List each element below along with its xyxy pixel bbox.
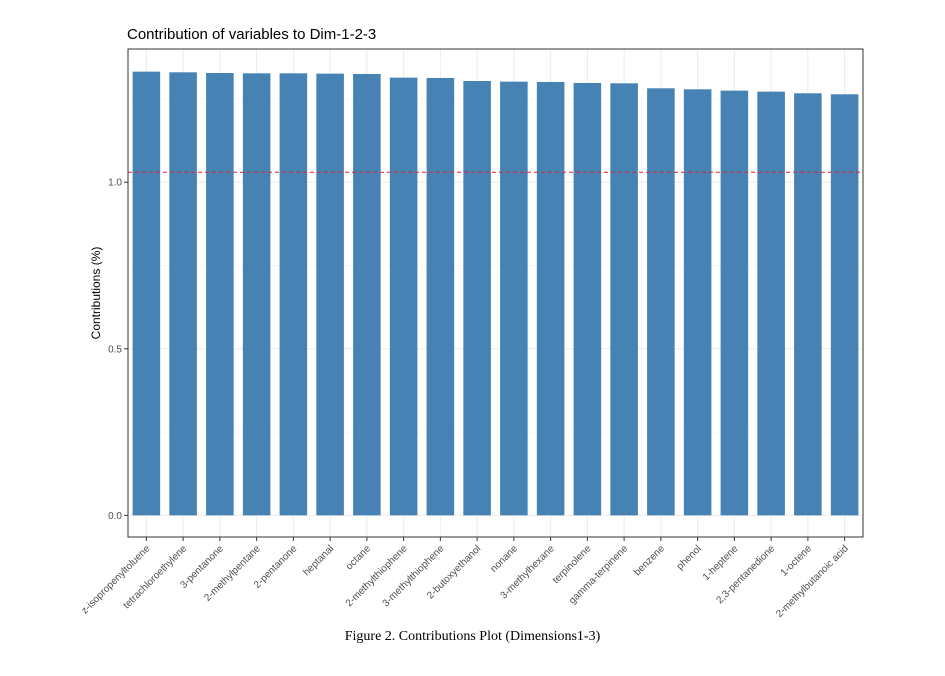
bar-1-octene xyxy=(794,93,822,516)
bar-heptanal xyxy=(316,73,344,516)
bar-benzene xyxy=(647,88,675,516)
x-tick-label: tetrachloroethylene xyxy=(121,543,189,611)
y-tick-label: 1.0 xyxy=(108,178,122,189)
y-tick-label: 0.0 xyxy=(108,511,122,522)
bar-terpinolene xyxy=(573,82,602,516)
bar-3-methylthiophene xyxy=(426,77,455,516)
x-tick-label: 3-methylthiophene xyxy=(381,543,447,609)
chart-title: Contribution of variables to Dim-1-2-3 xyxy=(127,26,376,43)
bar-2-methylpentane xyxy=(242,73,271,516)
bar-gamma-terpinene xyxy=(610,83,638,516)
bar-2-methylthiophene xyxy=(389,77,418,516)
bar-phenol xyxy=(683,89,712,516)
bar-2-butoxyethanol xyxy=(463,80,491,516)
x-tick-label: 2-methylthiophene xyxy=(344,543,410,609)
plot-area: 0.0 0.5 1.0 z-isopropenyltoluenetetrachloro… xyxy=(79,48,864,620)
x-tick-label: heptanal xyxy=(301,543,336,578)
x-tick-label: benzene xyxy=(632,543,667,578)
figure-caption: Figure 2. Contributions Plot (Dimensions… xyxy=(344,629,601,644)
y-tick-label: 0.5 xyxy=(108,344,122,355)
bar-1-heptene xyxy=(720,90,749,516)
plot-border xyxy=(127,48,864,538)
bar-3-methylhexane xyxy=(536,81,565,516)
bar-z-isopropenyltoluene xyxy=(132,71,161,516)
x-tick-label: phenol xyxy=(675,543,704,572)
x-tick-label: 1-octene xyxy=(779,543,815,579)
bar-2-methylbutanoic-acid xyxy=(830,94,859,516)
bar-tetrachloroethylene xyxy=(169,72,197,516)
bar-2-pentanone xyxy=(279,73,308,516)
bar-3-pentanone xyxy=(206,72,234,516)
x-tick-label: nonane xyxy=(489,543,521,575)
y-axis-label: Contributions (%) xyxy=(89,247,103,340)
x-tick-label: 2-methylbutanoic acid xyxy=(774,543,851,620)
bar-2-3-pentanedione xyxy=(757,91,785,516)
bar-octane xyxy=(353,73,381,516)
x-tick-label: z-isopropenyltoluene xyxy=(79,543,152,616)
x-tick-label: octane xyxy=(344,543,373,572)
bar-nonane xyxy=(500,81,528,516)
